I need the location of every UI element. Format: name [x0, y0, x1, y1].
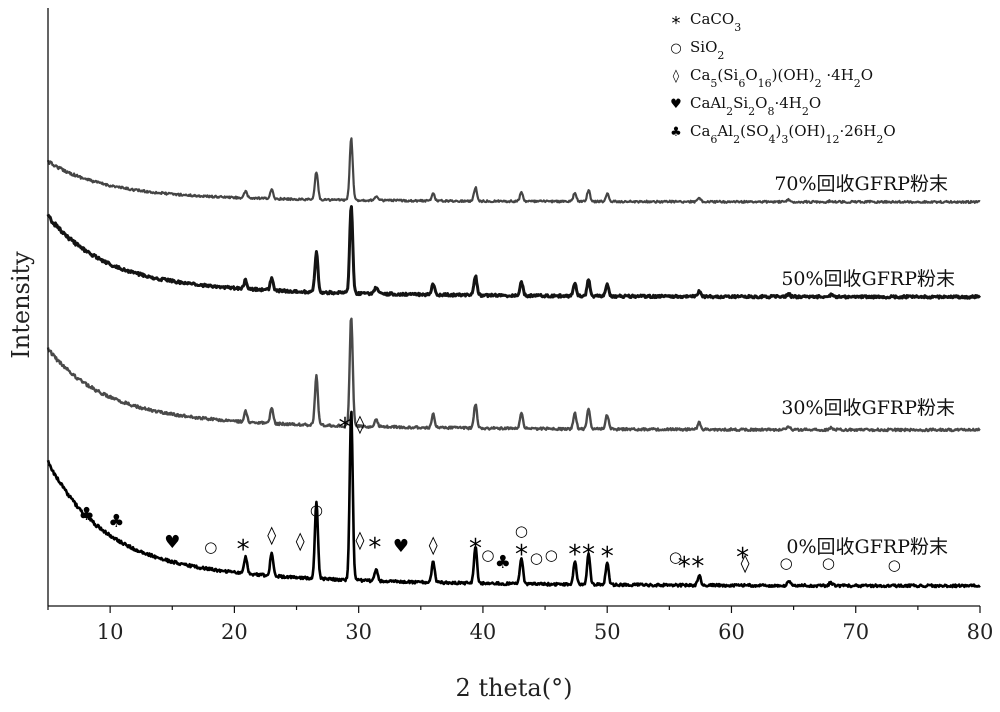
x-axis-title: 2 theta(°): [456, 674, 573, 702]
phase-marker: *: [582, 540, 595, 570]
x-tick-label: 40: [470, 620, 497, 644]
phase-marker: ◊: [355, 414, 364, 435]
x-tick-label: 30: [345, 620, 372, 644]
x-tick-label: 70: [842, 620, 869, 644]
phase-marker: ○: [669, 548, 682, 566]
x-tick-label: 20: [221, 620, 248, 644]
series-curve: [46, 205, 982, 300]
phase-marker: ○: [481, 546, 494, 564]
phase-marker: ◊: [355, 530, 364, 551]
phase-marker: ◊: [429, 535, 438, 556]
x-tick-label: 50: [594, 620, 621, 644]
phase-marker: ♥: [164, 532, 180, 553]
phase-marker: ○: [310, 501, 323, 519]
series-curve: [46, 317, 981, 433]
series-label: 30%回收GFRP粉末: [781, 397, 955, 419]
legend-symbol: ◊: [673, 69, 680, 84]
phase-marker: ○: [780, 554, 793, 572]
series-label: 50%回收GFRP粉末: [781, 268, 955, 290]
series-curve: [46, 410, 981, 589]
phase-marker: *: [568, 540, 581, 570]
phase-marker: ○: [545, 546, 558, 564]
x-tick-label: 10: [97, 620, 124, 644]
legend-symbol: ♥: [670, 97, 682, 112]
phase-marker: *: [515, 540, 528, 570]
legend-entry: Ca6Al2(SO4)3(OH)12·26H2O: [690, 122, 896, 146]
legend-entry: Ca5(Si6O16)(OH)2 ·4H2O: [690, 66, 873, 90]
phase-marker: *: [678, 552, 691, 582]
phase-marker: *: [237, 535, 250, 565]
phase-marker: ♥: [393, 536, 409, 557]
phase-marker: ♣: [108, 511, 124, 532]
phase-marker: ○: [515, 522, 528, 540]
phase-marker: *: [736, 543, 749, 573]
legend: * CaCO3 ○ SiO2 ◊ Ca5(Si6O16)(OH)2 ·4H2O ♥ CaAl2…: [670, 10, 896, 146]
phase-marker: *: [338, 413, 351, 443]
phase-marker: *: [368, 533, 381, 563]
series-labels: 70%回收GFRP粉末 50%回收GFRP粉末 30%回收GFRP粉末 0%回收GFR…: [774, 173, 955, 558]
phase-marker: ○: [822, 554, 835, 572]
y-axis-title: Intensity: [7, 251, 35, 359]
legend-symbol: ♣: [670, 125, 682, 140]
series-label: 0%回收GFRP粉末: [786, 536, 948, 558]
legend-symbol: *: [672, 13, 681, 34]
phase-marker: ♣: [495, 552, 511, 573]
axes: 10 20 30 40 50 60 70 80: [47, 8, 994, 644]
phase-markers: ♣ ♣♥ ○ * ◊ ◊○* ◊◊ * ♥ ◊ * ○ ♣ *○○ ○ * * * ○* * *◊ ○ ○ ○: [78, 413, 900, 582]
phase-marker: ◊: [741, 553, 750, 574]
legend-entry: SiO2: [690, 38, 724, 62]
legend-symbol: ○: [670, 41, 681, 56]
phase-marker: *: [691, 552, 704, 582]
series-label: 70%回收GFRP粉末: [774, 173, 948, 195]
series-curve: [46, 137, 981, 205]
phase-marker: *: [601, 542, 614, 572]
x-tick-label: 80: [967, 620, 994, 644]
xrd-curves: [46, 137, 982, 589]
phase-marker: ○: [530, 549, 543, 567]
legend-entry: CaAl2Si2O8·4H2O: [690, 94, 821, 118]
x-tick-label: 60: [718, 620, 745, 644]
phase-marker: ♣: [78, 504, 94, 525]
phase-marker: ◊: [267, 525, 276, 546]
phase-marker: ○: [204, 538, 217, 556]
phase-marker: *: [469, 534, 482, 564]
phase-marker: ◊: [296, 531, 305, 552]
phase-marker: ○: [888, 556, 901, 574]
legend-entry: CaCO3: [690, 10, 741, 34]
